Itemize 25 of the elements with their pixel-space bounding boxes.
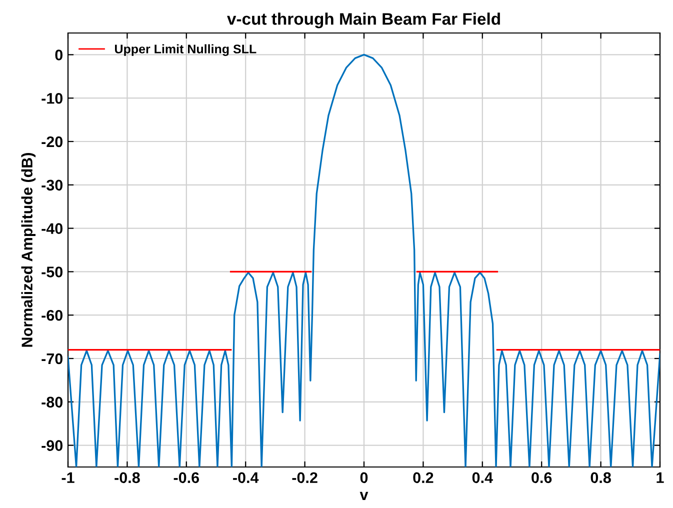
- x-tick-label: -0.6: [174, 472, 200, 484]
- y-tick-label: -50: [42, 266, 63, 278]
- x-tick-label: 0.4: [472, 472, 493, 484]
- y-tick-label: -90: [42, 440, 63, 451]
- x-tick-label: -0.2: [292, 472, 318, 484]
- legend-label: Upper Limit Nulling SLL: [115, 44, 256, 56]
- y-axis-title: Normalized Amplitude (dB): [21, 153, 36, 347]
- x-tick-label: 0.8: [590, 472, 611, 484]
- x-tick-label: 0.2: [413, 472, 434, 484]
- chart-title: v-cut through Main Beam Far Field: [227, 12, 500, 28]
- x-tick-label: 0: [360, 472, 368, 484]
- y-tick-label: -20: [42, 136, 63, 148]
- y-tick-label: -60: [42, 310, 63, 321]
- x-tick-label: -0.8: [114, 472, 140, 484]
- y-tick-label: -30: [42, 180, 63, 191]
- x-tick-label: 0.6: [532, 472, 552, 484]
- x-axis-title: v: [360, 492, 368, 500]
- y-tick-label: -10: [42, 92, 63, 104]
- x-tick-label: -0.4: [233, 472, 259, 484]
- x-tick-label: -1: [62, 472, 74, 483]
- y-tick-label: -40: [42, 223, 63, 234]
- y-tick-label: 0: [55, 50, 63, 60]
- x-tick-label: 1: [656, 472, 664, 483]
- y-tick-label: -70: [42, 353, 63, 364]
- y-tick-label: -80: [42, 396, 63, 408]
